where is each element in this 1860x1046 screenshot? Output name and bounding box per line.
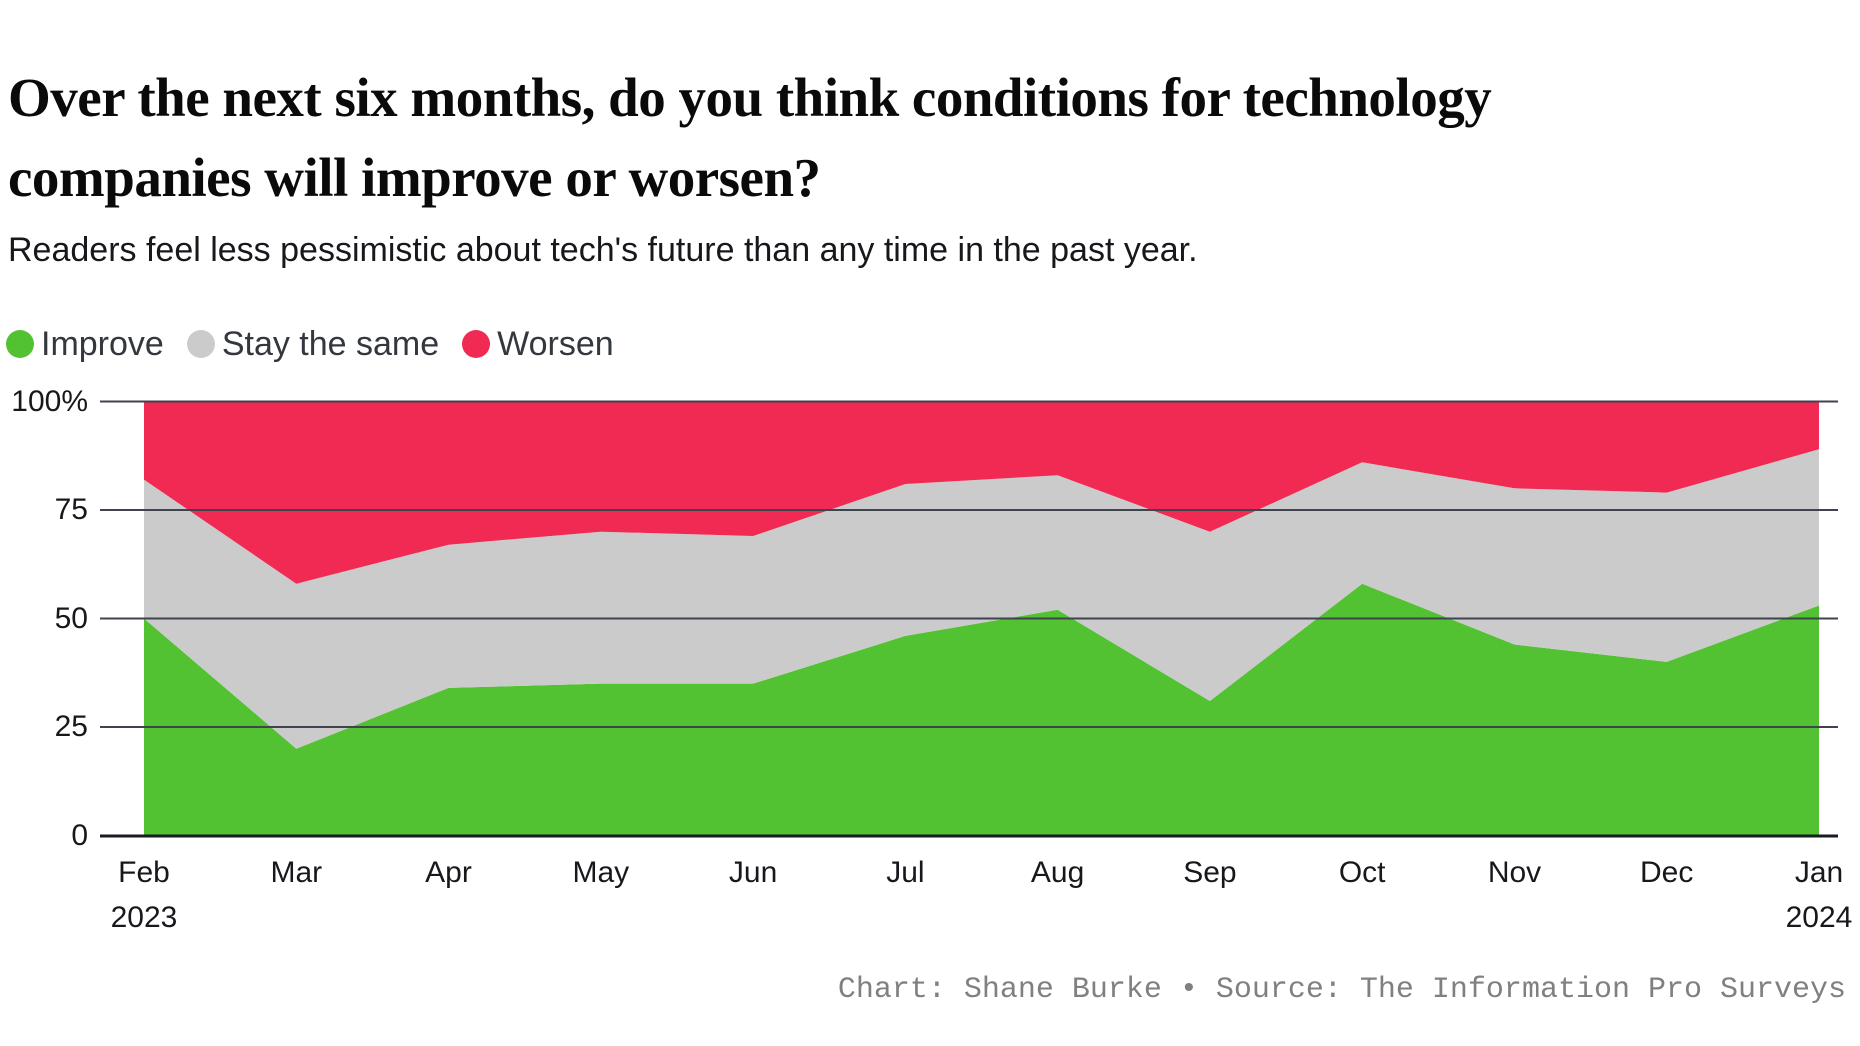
worsen-swatch-icon	[462, 330, 491, 358]
legend-label-worsen: Worsen	[497, 324, 614, 363]
improve-area	[144, 583, 1819, 836]
worsen-area	[144, 401, 1819, 584]
legend-item-stay-the-same: Stay the same	[186, 324, 440, 364]
chart-title: Over the next six months, do you think c…	[8, 67, 1492, 208]
legend-label-stay-the-same: Stay the same	[221, 324, 440, 363]
x-tick-label-jul: Jul	[886, 856, 925, 889]
y-tick-label-50: 50	[54, 601, 88, 635]
x-tick-label-nov: Nov	[1487, 856, 1542, 889]
legend-label-improve: Improve	[41, 324, 164, 363]
x-tick-label-jan-2024: Jan 2024	[1785, 856, 1853, 934]
x-tick-label-may: May	[572, 856, 630, 889]
area-layers	[144, 401, 1819, 836]
x-tick-label-sep: Sep	[1183, 856, 1237, 889]
x-tick-label-oct: Oct	[1338, 856, 1386, 889]
x-tick-label-mar: Mar	[270, 856, 323, 889]
chart-subtitle: Readers feel less pessimistic about tech…	[8, 231, 1198, 269]
y-tick-label-0: 0	[71, 818, 88, 852]
x-tick-label-jun: Jun	[728, 856, 778, 889]
credit-line: Chart: Shane Burke • Source: The Informa…	[837, 973, 1846, 1007]
x-tick-label-aug: Aug	[1030, 856, 1085, 889]
y-tick-label-100: 100%	[11, 384, 88, 418]
improve-swatch-icon	[6, 330, 34, 358]
legend-item-improve: Improve	[6, 325, 164, 364]
y-tick-label-25: 25	[54, 710, 88, 743]
legend: Improve Stay the same Worsen	[6, 322, 614, 366]
legend-item-worsen: Worsen	[462, 325, 614, 364]
x-tick-label-dec: Dec	[1640, 856, 1694, 889]
stay-the-same-area	[144, 449, 1819, 749]
x-tick-label-feb-2023: Feb 2023	[110, 856, 178, 934]
stay-the-same-swatch-icon	[186, 330, 215, 358]
x-tick-label-apr: Apr	[425, 856, 472, 889]
y-tick-label-75: 75	[54, 493, 88, 526]
